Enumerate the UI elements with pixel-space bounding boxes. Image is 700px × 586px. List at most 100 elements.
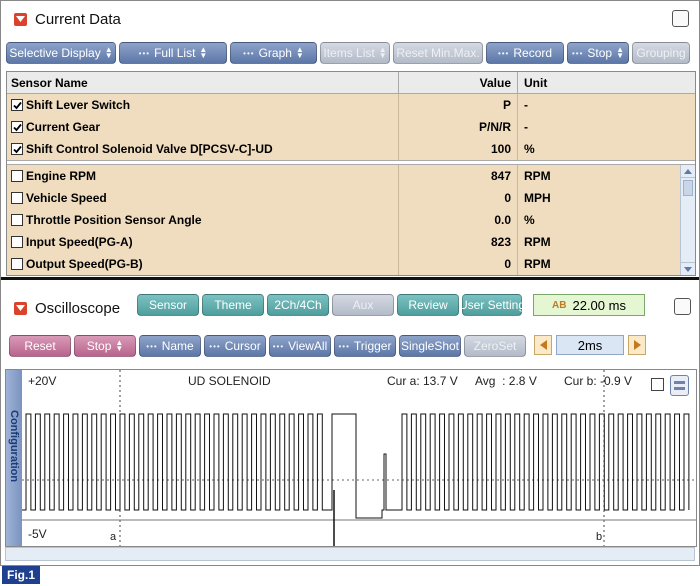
record-button[interactable]: ••• Record xyxy=(486,42,564,64)
table-row[interactable]: Current Gear P/N/R - xyxy=(7,116,695,138)
sensor-name-cell: Shift Control Solenoid Valve D[PCSV-C]-U… xyxy=(7,138,399,160)
sensor-unit: RPM xyxy=(517,231,681,253)
stop-button[interactable]: Stop ▲ ▼ xyxy=(74,335,136,357)
trigger-button[interactable]: ••• Trigger xyxy=(334,335,396,357)
name-button[interactable]: ••• Name xyxy=(139,335,201,357)
maximize-oscilloscope-button[interactable] xyxy=(674,298,691,315)
time-div-increase-button[interactable] xyxy=(628,335,646,355)
configuration-tab[interactable]: Configuration xyxy=(6,370,22,546)
cursor-b-marker[interactable]: b xyxy=(596,531,603,543)
button-label: ZeroSet xyxy=(473,339,517,353)
row-checkbox[interactable] xyxy=(11,192,23,204)
sensor-value: 0 xyxy=(504,257,511,271)
column-header-value[interactable]: Value xyxy=(479,75,511,90)
full-list-button[interactable]: ••• Full List ▲ ▼ xyxy=(119,42,227,64)
button-label: Grouping xyxy=(636,46,686,60)
collapse-icon[interactable] xyxy=(14,302,27,315)
time-div-value[interactable]: 2ms xyxy=(556,335,624,355)
row-checkbox[interactable] xyxy=(11,99,23,111)
waveform-trace xyxy=(22,413,690,519)
button-label: Name xyxy=(161,339,194,353)
button-label: Trigger xyxy=(353,339,392,353)
collapse-icon[interactable] xyxy=(14,13,27,26)
column-header-sensor-name[interactable]: Sensor Name xyxy=(7,72,399,93)
layers-icon[interactable] xyxy=(670,375,689,396)
time-div-decrease-button[interactable] xyxy=(534,335,552,355)
reset-button[interactable]: Reset xyxy=(9,335,71,357)
time-readout: AB 22.00 ms xyxy=(533,294,645,316)
singleshot-button[interactable]: SingleShot xyxy=(399,335,461,357)
row-checkbox[interactable] xyxy=(11,170,23,182)
table-row[interactable]: Shift Lever Switch P - xyxy=(7,94,695,116)
oscilloscope-title: Oscilloscope xyxy=(35,300,121,317)
button-label: Theme xyxy=(214,298,252,312)
sensor-name: Current Gear xyxy=(26,120,101,134)
display-option-checkbox[interactable] xyxy=(651,378,664,391)
waveform-plot[interactable] xyxy=(22,370,696,546)
stop-button[interactable]: ••• Stop ▲ ▼ xyxy=(567,42,629,64)
voltage-min-label: -5V xyxy=(28,527,47,541)
sensor-button[interactable]: Sensor xyxy=(137,294,199,316)
scroll-rows: Engine RPM 847 RPM Vehicle Speed 0 MPH Throttl… xyxy=(7,165,695,275)
table-row[interactable]: Input Speed(PG-A) 823 RPM xyxy=(7,231,681,253)
table-row[interactable]: Vehicle Speed 0 MPH xyxy=(7,187,681,209)
row-checkbox[interactable] xyxy=(11,121,23,133)
dots-icon: ••• xyxy=(338,341,350,351)
checkmark-icon xyxy=(12,145,22,153)
table-header: Sensor Name Value Unit xyxy=(7,72,695,94)
button-label: Stop xyxy=(587,46,613,60)
graph-button[interactable]: ••• Graph ▲ ▼ xyxy=(230,42,317,64)
sensor-value: 823 xyxy=(490,235,511,249)
row-checkbox[interactable] xyxy=(11,214,23,226)
table-row[interactable]: Shift Control Solenoid Valve D[PCSV-C]-U… xyxy=(7,138,695,160)
sensor-name-cell: Output Speed(PG-B) xyxy=(7,253,399,275)
cursor-button[interactable]: ••• Cursor xyxy=(204,335,266,357)
aux-button[interactable]: Aux xyxy=(332,294,394,316)
button-label: Full List xyxy=(154,46,196,60)
sensor-value: P xyxy=(502,98,511,112)
scroll-thumb[interactable] xyxy=(683,180,693,196)
horizontal-scrollbar[interactable] xyxy=(5,547,695,561)
table-scrollbar[interactable] xyxy=(680,165,695,275)
button-label: Aux xyxy=(352,298,374,312)
table-row[interactable]: Output Speed(PG-B) 0 RPM xyxy=(7,253,681,275)
viewall-button[interactable]: ••• ViewAll xyxy=(269,335,331,357)
button-label: Selective Display xyxy=(9,46,101,60)
table-row[interactable]: Engine RPM 847 RPM xyxy=(7,165,681,187)
up-down-arrows-icon: ▲ ▼ xyxy=(115,338,124,353)
scroll-down-arrow-icon[interactable] xyxy=(681,262,695,275)
2ch-4ch-button[interactable]: 2Ch/4Ch xyxy=(267,294,329,316)
theme-button[interactable]: Theme xyxy=(202,294,264,316)
sensor-name: Output Speed(PG-B) xyxy=(26,257,143,271)
user-setting-button[interactable]: User Setting xyxy=(459,294,525,316)
maximize-current-data-button[interactable] xyxy=(672,10,689,27)
sensor-unit: RPM xyxy=(517,165,681,187)
grouping-button[interactable]: Grouping xyxy=(632,42,690,64)
oscilloscope-header: Oscilloscope xyxy=(14,300,120,317)
oscilloscope-display[interactable]: Configuration +20V -5V UD SOLENOID Cur a… xyxy=(5,369,697,547)
table-row[interactable]: Throttle Position Sensor Angle 0.0% xyxy=(7,209,681,231)
sensor-name: Throttle Position Sensor Angle xyxy=(26,213,202,227)
row-checkbox[interactable] xyxy=(11,236,23,248)
fixed-rows: Shift Lever Switch P - Current Gear P/N/R - Sh… xyxy=(7,94,695,160)
button-label: Reset Min.Max. xyxy=(396,46,480,60)
button-label: Items List xyxy=(323,46,375,60)
cursor-a-marker[interactable]: a xyxy=(110,531,117,543)
dots-icon: ••• xyxy=(571,48,584,58)
button-label: Record xyxy=(513,46,553,60)
zeroset-button[interactable]: ZeroSet xyxy=(464,335,526,357)
fixed-rows-divider[interactable] xyxy=(7,160,695,165)
figure-label: Fig.1 xyxy=(2,566,40,584)
dots-icon: ••• xyxy=(146,341,158,351)
reset-min-max-button[interactable]: Reset Min.Max. xyxy=(393,42,483,64)
column-header-unit[interactable]: Unit xyxy=(517,72,695,93)
row-checkbox[interactable] xyxy=(11,143,23,155)
selective-display-button[interactable]: Selective Display ▲ ▼ xyxy=(6,42,116,64)
scroll-up-arrow-icon[interactable] xyxy=(681,165,695,178)
up-down-arrows-icon: ▲ ▼ xyxy=(378,45,387,60)
row-checkbox[interactable] xyxy=(11,258,23,270)
sensor-name-cell: Engine RPM xyxy=(7,165,399,187)
review-button[interactable]: Review xyxy=(397,294,459,316)
up-down-arrows-icon: ▲ ▼ xyxy=(295,45,304,60)
items-list-button[interactable]: Items List ▲ ▼ xyxy=(320,42,390,64)
